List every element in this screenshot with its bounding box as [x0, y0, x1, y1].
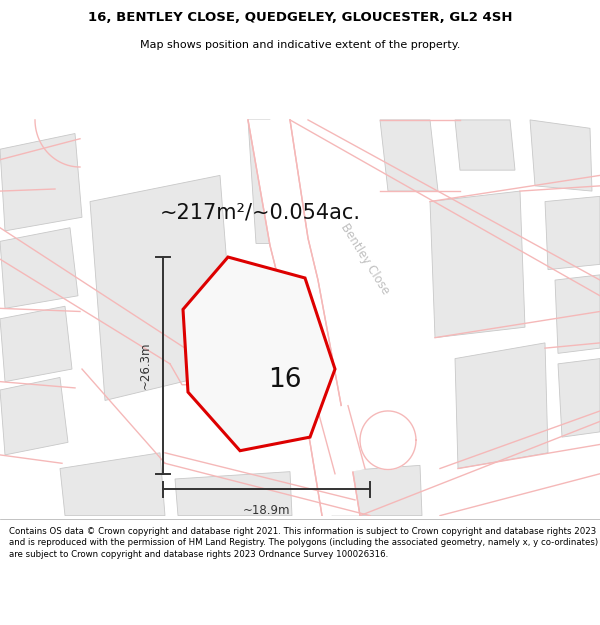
Polygon shape [455, 120, 515, 170]
Polygon shape [555, 275, 600, 353]
Polygon shape [360, 411, 416, 469]
Text: Bentley Close: Bentley Close [338, 221, 392, 297]
Polygon shape [60, 452, 165, 516]
Polygon shape [248, 120, 278, 243]
Text: ~18.9m: ~18.9m [243, 504, 290, 517]
Polygon shape [0, 306, 72, 382]
Polygon shape [558, 359, 600, 437]
Polygon shape [318, 406, 365, 474]
Polygon shape [530, 120, 592, 191]
Polygon shape [0, 134, 82, 231]
Polygon shape [380, 120, 438, 191]
Polygon shape [0, 378, 68, 455]
Polygon shape [455, 343, 548, 469]
Polygon shape [248, 120, 360, 516]
Text: Map shows position and indicative extent of the property.: Map shows position and indicative extent… [140, 39, 460, 49]
Text: 16: 16 [268, 366, 302, 392]
Polygon shape [0, 228, 78, 308]
Polygon shape [90, 176, 235, 401]
Polygon shape [330, 466, 422, 516]
Polygon shape [430, 191, 525, 338]
Text: ~217m²/~0.054ac.: ~217m²/~0.054ac. [160, 202, 361, 222]
Polygon shape [545, 196, 600, 269]
Text: 16, BENTLEY CLOSE, QUEDGELEY, GLOUCESTER, GL2 4SH: 16, BENTLEY CLOSE, QUEDGELEY, GLOUCESTER… [88, 11, 512, 24]
Polygon shape [183, 257, 335, 451]
Text: ~26.3m: ~26.3m [139, 342, 151, 389]
Text: Contains OS data © Crown copyright and database right 2021. This information is : Contains OS data © Crown copyright and d… [9, 526, 598, 559]
Polygon shape [175, 472, 292, 516]
